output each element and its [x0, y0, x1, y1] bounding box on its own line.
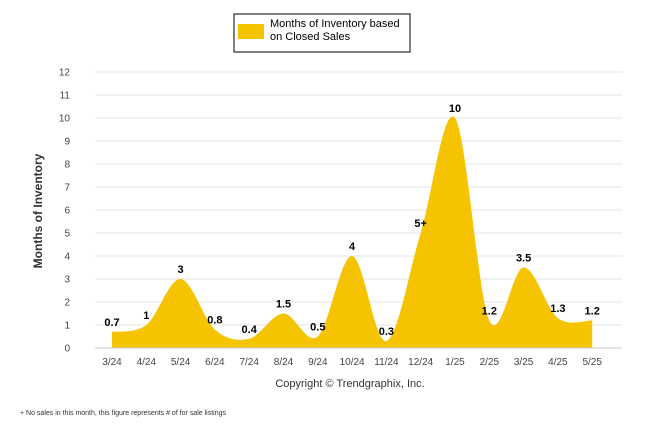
x-tick-label: 6/24: [205, 357, 225, 368]
data-label: 4: [349, 241, 356, 253]
y-tick-label: 0: [64, 344, 70, 355]
y-tick-label: 11: [60, 91, 71, 102]
data-label: 0.5: [310, 322, 325, 334]
y-axis-title: Months of Inventory: [31, 153, 45, 268]
y-tick-label: 8: [64, 160, 70, 171]
x-tick-label: 5/25: [582, 357, 602, 368]
y-tick-label: 1: [64, 321, 70, 332]
y-tick-label: 5: [64, 229, 70, 240]
data-label: 10: [449, 103, 461, 115]
data-label: 5+: [414, 218, 427, 230]
legend-line-1: Months of Inventory based: [270, 18, 400, 30]
y-tick-label: 7: [64, 183, 70, 194]
data-label: 0.4: [242, 324, 258, 336]
x-tick-label: 3/24: [102, 357, 122, 368]
data-label: 0.8: [207, 315, 222, 327]
footnote-text: + No sales in this month, this figure re…: [20, 410, 227, 417]
data-label: 0.3: [379, 326, 394, 338]
x-tick-labels: 3/24 4/24 5/24 6/24 7/24 8/24 9/24 10/24 11/24 12…: [102, 357, 602, 368]
data-label: 1.3: [550, 303, 565, 315]
legend: Months of Inventory based on Closed Sale…: [233, 13, 411, 53]
y-tick-label: 6: [64, 206, 70, 217]
x-tick-label: 4/25: [548, 357, 568, 368]
x-tick-label: 8/24: [274, 357, 294, 368]
data-label: 3.5: [516, 253, 531, 265]
legend-swatch: [238, 24, 264, 39]
data-label: 1.2: [585, 305, 600, 317]
legend-line-2: on Closed Sales: [270, 31, 351, 43]
copyright-text: Copyright © Trendgraphix, Inc.: [275, 378, 424, 390]
x-tick-label: 11/24: [374, 357, 399, 368]
x-tick-label: 3/25: [514, 357, 534, 368]
y-tick-label: 3: [64, 275, 70, 286]
x-tick-label: 7/24: [239, 357, 259, 368]
data-label: 1.5: [276, 299, 291, 311]
x-tick-label: 9/24: [308, 357, 328, 368]
data-label: 1: [143, 310, 149, 322]
x-tick-label: 1/25: [445, 357, 465, 368]
data-labels: 0.7 1 3 0.8 0.4 1.5 0.5 4 0.3 5+ 10 1.2 3.5 1.3 1.2: [104, 103, 599, 338]
data-label: 1.2: [482, 305, 497, 317]
x-tick-label: 2/25: [480, 357, 500, 368]
y-tick-label: 2: [64, 298, 70, 309]
x-tick-label: 5/24: [171, 357, 191, 368]
x-tick-label: 12/24: [408, 357, 433, 368]
data-label: 3: [178, 264, 184, 276]
series-area: [112, 116, 593, 348]
y-tick-label: 9: [64, 137, 70, 148]
x-tick-label: 10/24: [340, 357, 365, 368]
data-label: 0.7: [104, 317, 119, 329]
y-tick-label: 12: [59, 68, 71, 79]
x-tick-label: 4/24: [137, 357, 157, 368]
y-tick-label: 4: [64, 252, 70, 263]
y-tick-label: 10: [59, 114, 71, 125]
